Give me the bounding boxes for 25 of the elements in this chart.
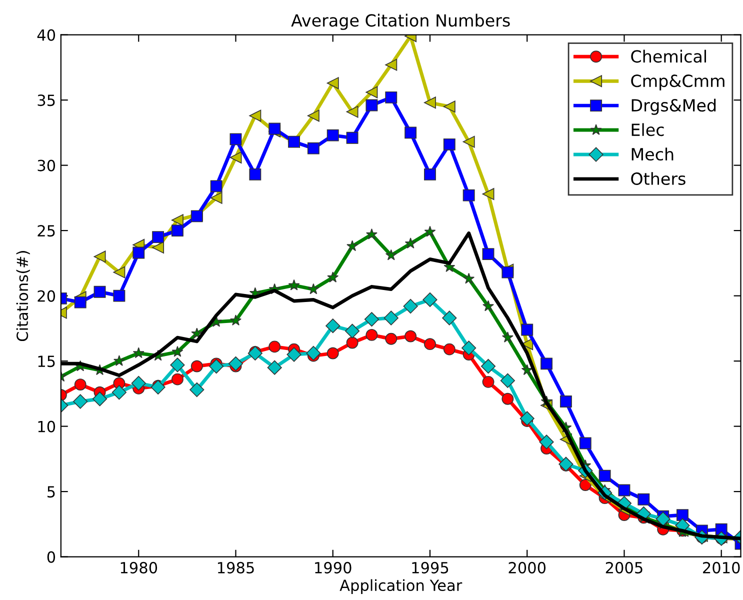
y-tick-label: 30 (38, 160, 56, 172)
legend-label: Others (631, 172, 686, 186)
x-tick-label: 1985 (218, 562, 254, 574)
legend-label: Mech (632, 148, 674, 161)
x-tick-label: 1990 (315, 562, 352, 574)
x-tick-label: 2005 (606, 562, 642, 574)
legend-label: Cmp&Cmm (631, 74, 724, 90)
y-tick-label: 25 (38, 225, 55, 237)
x-tick-label: 1980 (120, 562, 158, 574)
x-tick-label: 2000 (508, 562, 546, 574)
chart-title: Average Citation Numbers (291, 14, 510, 30)
y-tick-label: 15 (38, 356, 55, 368)
y-tick-label: 0 (47, 551, 56, 563)
y-tick-label: 20 (38, 290, 56, 302)
x-tick-label: 2010 (703, 562, 740, 574)
legend-label: Drgs&Med (632, 98, 716, 115)
legend-label: Elec (632, 123, 664, 136)
y-tick-label: 35 (38, 94, 55, 106)
legend-label: Chemical (631, 50, 706, 63)
y-tick-label: 5 (48, 486, 55, 498)
x-axis-title: Application Year (340, 579, 462, 594)
y-tick-label: 40 (37, 29, 56, 41)
y-axis-title: Citations(#) (16, 251, 30, 342)
x-tick-label: 1995 (412, 562, 448, 574)
y-tick-label: 10 (38, 420, 56, 432)
